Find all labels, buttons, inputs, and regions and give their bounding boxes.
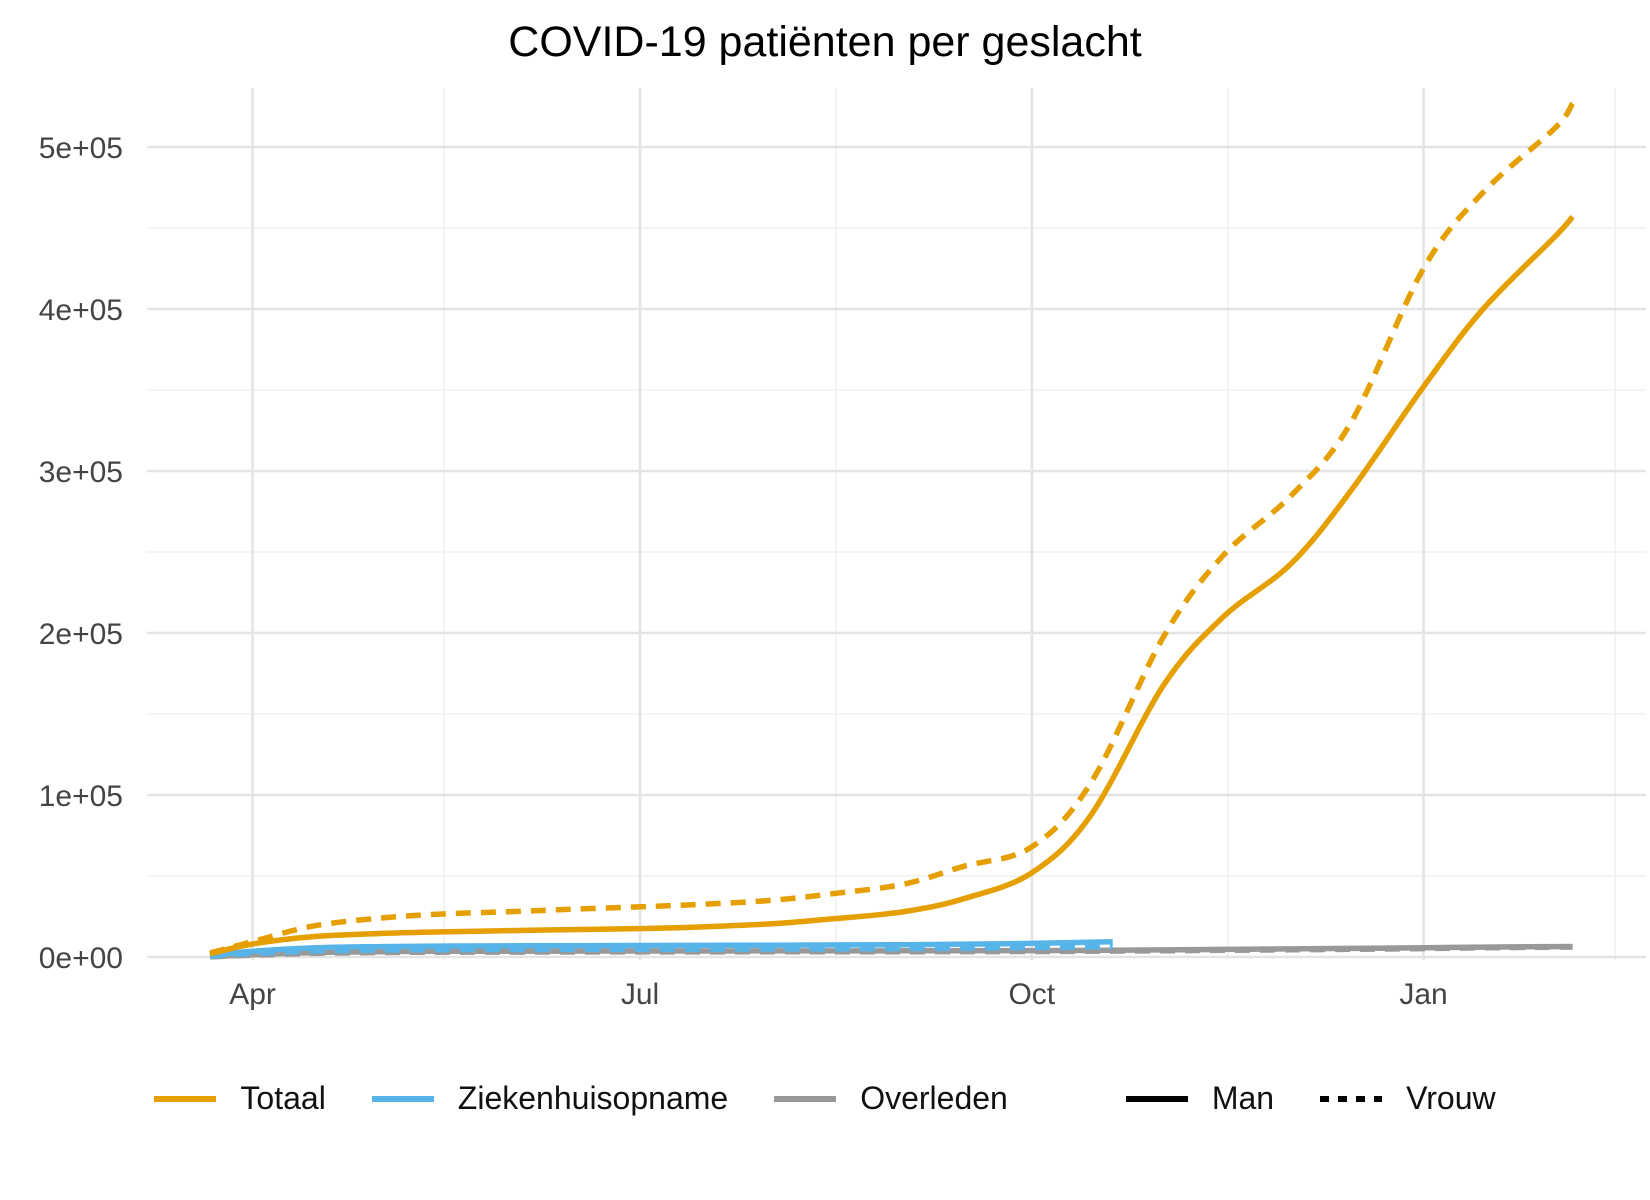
legend-label-ziekenhuisopname: Ziekenhuisopname <box>457 1080 729 1116</box>
legend-key-vrouw-icon <box>1320 1095 1383 1102</box>
x-tick-label: Oct <box>1008 978 1055 1011</box>
legend-item-vrouw: Vrouw <box>1320 1080 1496 1117</box>
x-tick-label: Jul <box>621 978 659 1011</box>
y-tick-label: 1e+05 <box>39 780 123 813</box>
chart-legend: Totaal Ziekenhuisopname Overleden Man Vrouw <box>0 1080 1650 1117</box>
legend-key-man-icon <box>1125 1095 1188 1102</box>
legend-key-ziekenhuisopname-icon <box>371 1095 434 1102</box>
legend-label-overleden: Overleden <box>860 1080 1008 1116</box>
legend-label-totaal: Totaal <box>240 1080 326 1116</box>
legend-label-vrouw: Vrouw <box>1406 1080 1496 1116</box>
legend-key-overleden-icon <box>774 1095 837 1102</box>
series-line-totaal-vrouw <box>209 101 1575 956</box>
y-tick-label: 3e+05 <box>39 456 123 489</box>
legend-label-man: Man <box>1211 1080 1275 1116</box>
legend-item-ziekenhuisopname: Ziekenhuisopname <box>371 1080 729 1117</box>
plot-area: 0e+00 1e+05 2e+05 3e+05 4e+05 5e+05 Apr Jul Oct J… <box>39 88 1646 1011</box>
legend-item-totaal: Totaal <box>154 1080 326 1117</box>
y-tick-label: 4e+05 <box>39 294 123 327</box>
legend-key-totaal-icon <box>154 1095 217 1102</box>
chart-title: COVID-19 patiënten per geslacht <box>508 18 1142 66</box>
x-tick-label: Apr <box>229 978 276 1011</box>
y-tick-label: 5e+05 <box>39 132 123 165</box>
series-line-ziekenhuisopname-man <box>209 939 1113 959</box>
legend-item-man: Man <box>1125 1080 1275 1117</box>
x-tick-label: Jan <box>1399 978 1447 1011</box>
series-line-ziekenhuisopname-vrouw <box>209 943 1113 959</box>
y-tick-label: 2e+05 <box>39 618 123 651</box>
series-line-totaal-man <box>209 214 1575 957</box>
y-tick-label: 0e+00 <box>39 942 123 975</box>
legend-item-overleden: Overleden <box>774 1080 1008 1117</box>
